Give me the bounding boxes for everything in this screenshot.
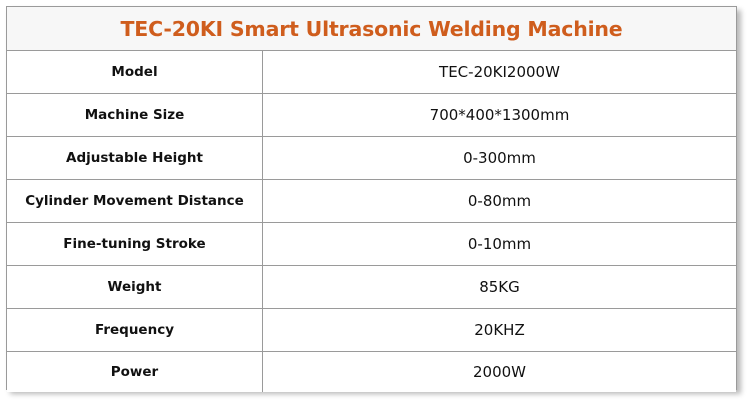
table-title-row: TEC-20KI Smart Ultrasonic Welding Machin… <box>7 7 736 51</box>
table-row-cylinder-movement-distance: Cylinder Movement Distance 0-80mm <box>7 180 736 223</box>
row-label: Fine-tuning Stroke <box>7 223 263 265</box>
row-label: Frequency <box>7 309 263 351</box>
table-row-power: Power 2000W <box>7 352 736 392</box>
row-label: Adjustable Height <box>7 137 263 179</box>
row-value: 20KHZ <box>474 321 525 339</box>
row-value: 700*400*1300mm <box>429 106 570 124</box>
row-label: Model <box>7 51 263 93</box>
row-label: Cylinder Movement Distance <box>7 180 263 222</box>
table-row-frequency: Frequency 20KHZ <box>7 309 736 352</box>
row-value: TEC-20KI2000W <box>439 63 560 81</box>
row-label: Weight <box>7 266 263 308</box>
table-row-fine-tuning-stroke: Fine-tuning Stroke 0-10mm <box>7 223 736 266</box>
row-value: 2000W <box>472 363 526 381</box>
row-value: 0-10mm <box>467 235 532 253</box>
row-label: Machine Size <box>7 94 263 136</box>
table-title: TEC-20KI Smart Ultrasonic Welding Machin… <box>120 16 623 41</box>
table-row-adjustable-height: Adjustable Height 0-300mm <box>7 137 736 180</box>
table-row-model: Model TEC-20KI2000W <box>7 51 736 94</box>
row-value: 0-80mm <box>467 192 532 210</box>
spec-table: TEC-20KI Smart Ultrasonic Welding Machin… <box>6 6 737 392</box>
row-label: Power <box>7 352 263 392</box>
row-value: 0-300mm <box>463 149 536 167</box>
row-value: 85KG <box>479 278 520 296</box>
table-row-weight: Weight 85KG <box>7 266 736 309</box>
table-row-machine-size: Machine Size 700*400*1300mm <box>7 94 736 137</box>
